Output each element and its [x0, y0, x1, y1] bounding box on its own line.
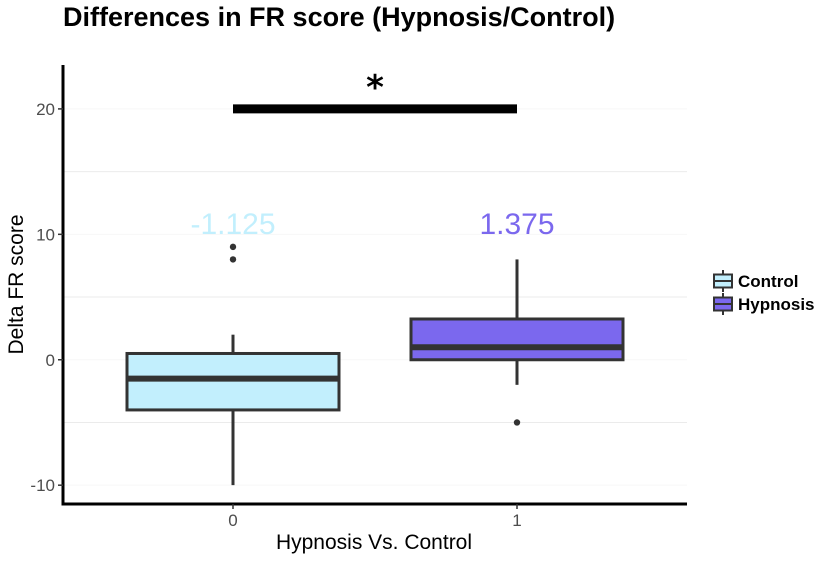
median-value-label: 1.375	[479, 208, 554, 241]
legend: Control Hypnosis	[713, 270, 815, 315]
axes: -10 0 10 20 0 1 Hypnosis Vs. Control Delta FR s…	[5, 65, 687, 554]
significance-annotation: *	[233, 68, 517, 114]
box-iqr	[409, 317, 625, 362]
y-tick-label: 0	[46, 351, 55, 370]
legend-label: Control	[738, 272, 798, 291]
legend-item-control: Control	[713, 270, 798, 292]
chart-title: Differences in FR score (Hypnosis/Contro…	[63, 2, 616, 32]
median-labels: -1.125 1.375	[190, 208, 554, 241]
y-tick-label: 10	[36, 225, 55, 244]
box-iqr	[125, 351, 341, 412]
x-axis-title: Hypnosis Vs. Control	[276, 531, 472, 554]
box-hypnosis	[409, 259, 625, 426]
outlier-point	[229, 256, 237, 263]
legend-label: Hypnosis	[738, 295, 815, 314]
box-control	[125, 243, 341, 486]
y-tick-label: 20	[36, 100, 55, 119]
outlier-point	[229, 243, 237, 251]
x-tick-label: 1	[512, 511, 521, 530]
median-value-label: -1.125	[190, 208, 275, 241]
y-tick-label: -10	[30, 476, 55, 495]
y-axis-title: Delta FR score	[5, 214, 28, 354]
x-tick-label: 0	[228, 511, 237, 530]
grid-lines	[63, 108, 687, 486]
significance-label: *	[366, 68, 384, 108]
outlier-point	[513, 419, 521, 426]
box-plots	[125, 243, 625, 486]
legend-item-hypnosis: Hypnosis	[713, 293, 815, 315]
